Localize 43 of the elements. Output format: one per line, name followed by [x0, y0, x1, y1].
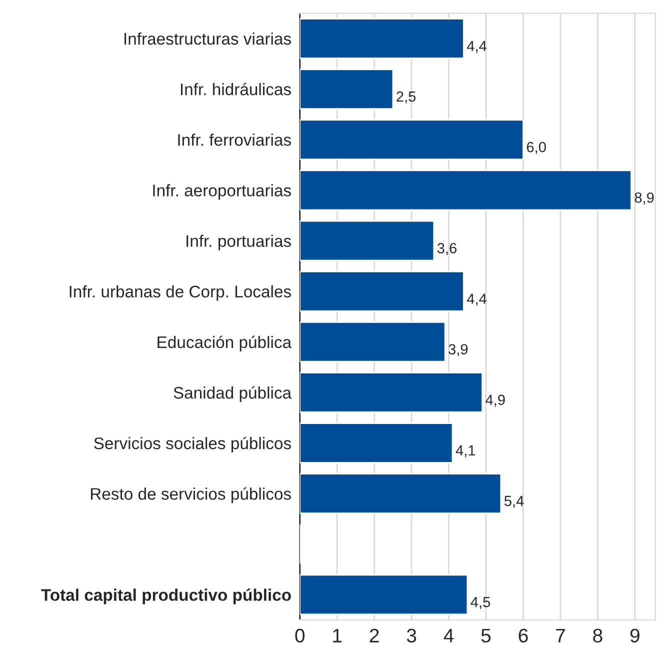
y-tick-label: Infr. portuarias: [186, 234, 291, 250]
bar: [300, 220, 435, 262]
x-tick-label: 8: [593, 628, 602, 643]
data-label: 6,0: [526, 142, 546, 154]
data-label: 3,9: [448, 344, 468, 356]
bar: [300, 321, 446, 362]
y-tick-label: Servicios sociales públicos: [94, 436, 291, 453]
x-tick-label: 4: [444, 628, 454, 642]
bar: [300, 18, 464, 59]
bar: [300, 270, 464, 312]
x-tick-label: 0: [295, 628, 305, 643]
y-tick-label: Infr. urbanas de Corp. Locales: [70, 285, 291, 301]
data-label: 5,4: [504, 496, 524, 508]
bar: [300, 372, 483, 413]
data-label: 4,4: [466, 294, 486, 306]
x-tick-label: 7: [556, 628, 565, 642]
data-label: 4,9: [486, 394, 505, 407]
x-tick-label: 6: [518, 628, 528, 643]
data-label: 3,6: [437, 243, 457, 256]
bar: [300, 422, 454, 464]
x-tick-label: 1: [333, 628, 342, 642]
x-tick-label: 3: [406, 628, 416, 643]
y-tick-label: Total capital productivo público: [41, 588, 291, 604]
data-label: 4,5: [470, 597, 490, 609]
bar: [300, 68, 394, 110]
data-label: 4,4: [466, 40, 486, 53]
x-tick-label: 5: [481, 628, 491, 643]
data-label: 4,1: [456, 445, 476, 458]
data-label: 8,9: [634, 192, 654, 205]
y-tick-label: Infr. ferroviarias: [178, 134, 291, 146]
x-tick-label: 9: [630, 628, 640, 643]
y-tick-label: Infr. hidráulicas: [181, 82, 291, 96]
bar: [300, 473, 502, 514]
data-label: 2,5: [396, 91, 416, 104]
y-tick-label: Educación pública: [158, 336, 292, 352]
bar: [300, 119, 524, 160]
y-tick-label: Infraestructuras viarias: [124, 32, 291, 45]
x-tick-label: 2: [370, 628, 379, 642]
bar: [300, 170, 632, 211]
y-tick-label: Sanidad pública: [174, 386, 292, 402]
bar: [300, 574, 468, 616]
y-tick-label: Infr. aeroportuarias: [153, 184, 291, 200]
y-tick-label: Resto de servicios públicos: [90, 487, 291, 504]
